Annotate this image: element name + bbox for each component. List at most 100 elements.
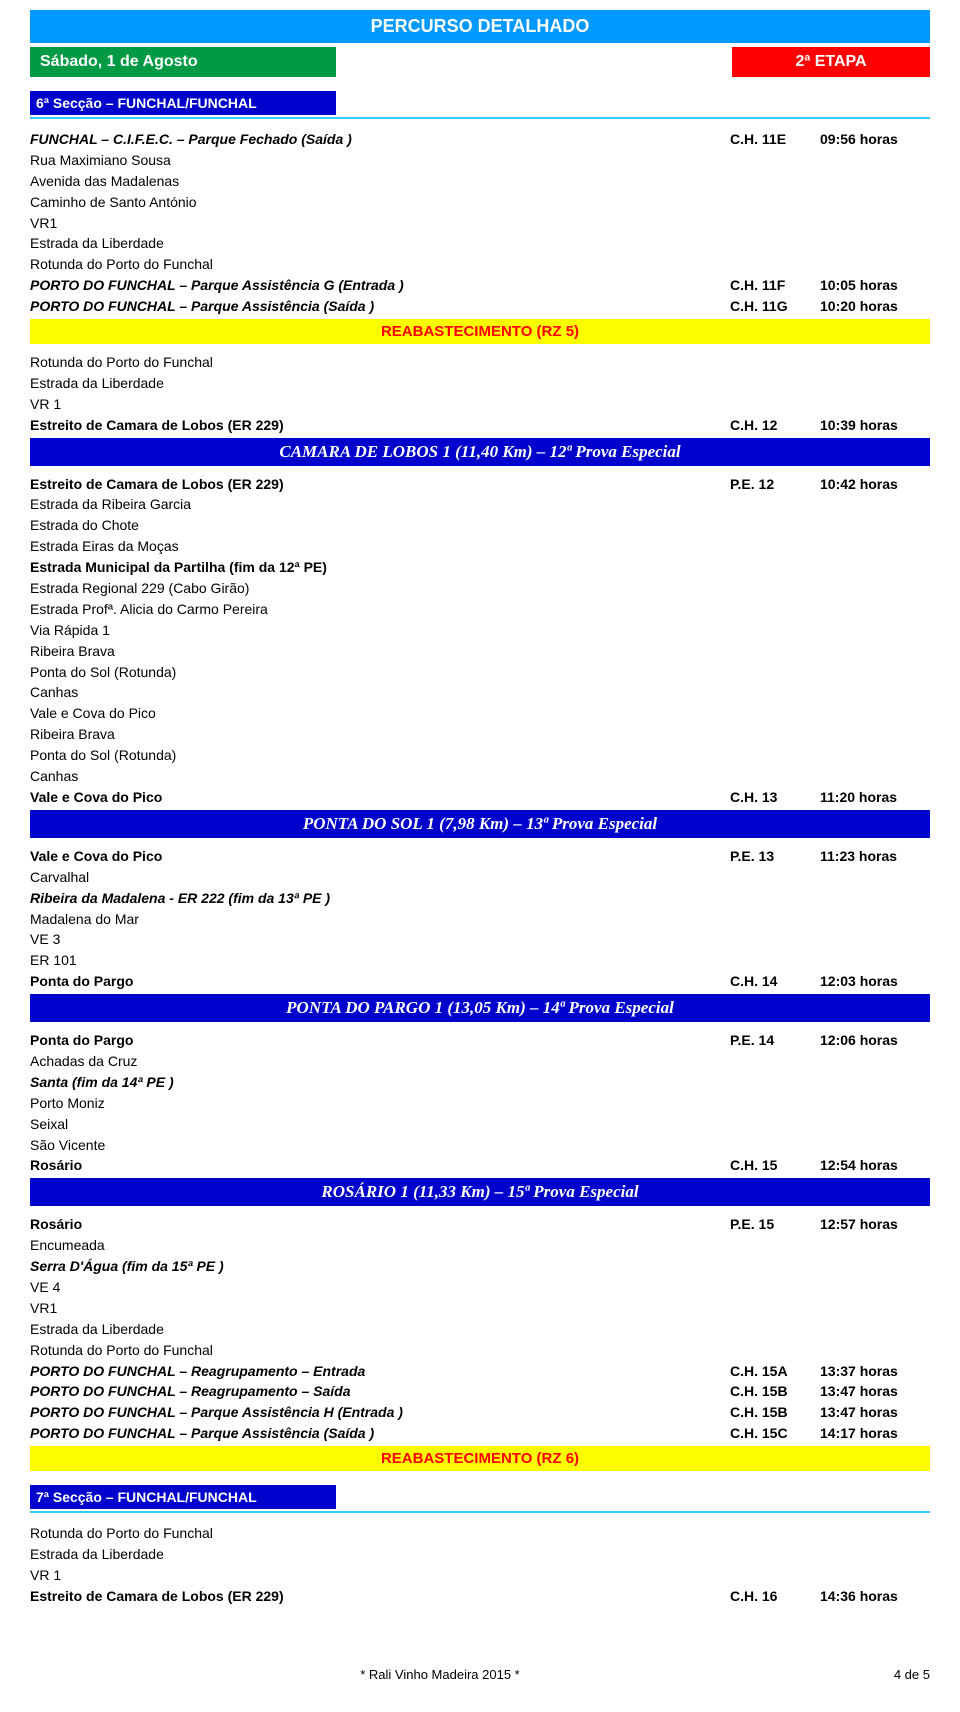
route-text: PORTO DO FUNCHAL – Parque Assistência (S… [30,1424,730,1443]
route-text: Ribeira Brava [30,725,730,744]
route-text: Rotunda do Porto do Funchal [30,1341,730,1360]
stage14-bar: PONTA DO PARGO 1 (13,05 Km) – 14ª Prova … [30,994,930,1022]
route-text: Canhas [30,767,730,786]
table-row: Estrada Regional 229 (Cabo Girão) [30,578,930,599]
table-row: Estreito de Camara de Lobos (ER 229)C.H.… [30,415,930,436]
route-text: Rosário [30,1156,730,1175]
route-text: Estrada da Liberdade [30,374,730,393]
checkpoint-code: C.H. 12 [730,416,820,435]
time-value: 10:05 horas [820,276,930,295]
checkpoint-code: C.H. 15A [730,1362,820,1381]
route-text: Caminho de Santo António [30,193,730,212]
checkpoint-code: P.E. 12 [730,475,820,494]
time-value: 10:20 horas [820,297,930,316]
route-text: Rotunda do Porto do Funchal [30,353,730,372]
page-title: PERCURSO DETALHADO [30,10,930,43]
table-row: Rua Maximiano Sousa [30,150,930,171]
table-row: Rotunda do Porto do Funchal [30,1523,930,1544]
route-text: Estrada da Ribeira Garcia [30,495,730,514]
route-text: PORTO DO FUNCHAL – Parque Assistência H … [30,1403,730,1422]
stage-banner: 2ª ETAPA [732,47,930,77]
table-row: RosárioP.E. 1512:57 horas [30,1214,930,1235]
table-row: Achadas da Cruz [30,1051,930,1072]
route-text: FUNCHAL – C.I.F.E.C. – Parque Fechado (S… [30,130,730,149]
route-text: Vale e Cova do Pico [30,788,730,807]
route-text: Estrada Municipal da Partilha (fim da 12… [30,558,730,577]
table-row: Estreito de Camara de Lobos (ER 229)P.E.… [30,474,930,495]
route-text: Estrada da Liberdade [30,1320,730,1339]
section6-block-f: RosárioP.E. 1512:57 horasEncumeadaSerra … [30,1214,930,1444]
table-row: RosárioC.H. 1512:54 horas [30,1155,930,1176]
table-row: Estrada Municipal da Partilha (fim da 12… [30,557,930,578]
table-row: VR1 [30,213,930,234]
route-text: Canhas [30,683,730,702]
table-row: Carvalhal [30,867,930,888]
checkpoint-code: P.E. 14 [730,1031,820,1050]
table-row: Vale e Cova do Pico [30,703,930,724]
route-text: Rotunda do Porto do Funchal [30,255,730,274]
table-row: Estrada Eiras da Moças [30,536,930,557]
route-text: Rua Maximiano Sousa [30,151,730,170]
table-row: Ribeira da Madalena - ER 222 (fim da 13ª… [30,888,930,909]
section7-title: 7ª Secção – FUNCHAL/FUNCHAL [30,1485,336,1509]
route-text: Estreito de Camara de Lobos (ER 229) [30,1587,730,1606]
table-row: PORTO DO FUNCHAL – Parque Assistência G … [30,275,930,296]
route-text: Rotunda do Porto do Funchal [30,1524,730,1543]
checkpoint-code: C.H. 15B [730,1403,820,1422]
route-text: Encumeada [30,1236,730,1255]
route-text: Avenida das Madalenas [30,172,730,191]
table-row: PORTO DO FUNCHAL – Parque Assistência (S… [30,1423,930,1444]
route-text: Porto Moniz [30,1094,730,1113]
checkpoint-code: C.H. 11F [730,276,820,295]
table-row: ER 101 [30,950,930,971]
table-row: Serra D'Água (fim da 15ª PE ) [30,1256,930,1277]
table-row: Rotunda do Porto do Funchal [30,254,930,275]
table-row: Via Rápida 1 [30,620,930,641]
table-row: Rotunda do Porto do Funchal [30,352,930,373]
table-row: Estrada da Liberdade [30,233,930,254]
time-value: 10:42 horas [820,475,930,494]
route-text: Ribeira Brava [30,642,730,661]
table-row: Ponta do PargoP.E. 1412:06 horas [30,1030,930,1051]
table-row: VR 1 [30,1565,930,1586]
footer-text: * Rali Vinho Madeira 2015 * [30,1667,850,1682]
route-text: PORTO DO FUNCHAL – Reagrupamento – Saída [30,1382,730,1401]
table-row: Vale e Cova do PicoP.E. 1311:23 horas [30,846,930,867]
checkpoint-code: C.H. 16 [730,1587,820,1606]
route-text: Seixal [30,1115,730,1134]
time-value: 13:47 horas [820,1382,930,1401]
stage13-bar: PONTA DO SOL 1 (7,98 Km) – 13ª Prova Esp… [30,810,930,838]
checkpoint-code: C.H. 11E [730,130,820,149]
route-text: Ponta do Sol (Rotunda) [30,746,730,765]
table-row: Ponta do Sol (Rotunda) [30,662,930,683]
route-text: VR1 [30,214,730,233]
route-text: VE 4 [30,1278,730,1297]
route-text: Estreito de Camara de Lobos (ER 229) [30,475,730,494]
table-row: Ribeira Brava [30,641,930,662]
table-row: Canhas [30,682,930,703]
time-value: 12:03 horas [820,972,930,991]
route-text: Rosário [30,1215,730,1234]
table-row: VR1 [30,1298,930,1319]
time-value: 12:06 horas [820,1031,930,1050]
checkpoint-code: C.H. 15B [730,1382,820,1401]
table-row: Estrada Profª. Alicia do Carmo Pereira [30,599,930,620]
route-text: PORTO DO FUNCHAL – Parque Assistência G … [30,276,730,295]
day-banner: Sábado, 1 de Agosto [30,47,336,77]
table-row: PORTO DO FUNCHAL – Reagrupamento – Saída… [30,1381,930,1402]
table-row: FUNCHAL – C.I.F.E.C. – Parque Fechado (S… [30,129,930,150]
table-row: Caminho de Santo António [30,192,930,213]
time-value: 11:20 horas [820,788,930,807]
divider [30,1511,930,1513]
table-row: Seixal [30,1114,930,1135]
banner-spacer [336,47,732,77]
page: PERCURSO DETALHADO Sábado, 1 de Agosto 2… [0,0,960,1712]
route-text: Estrada Eiras da Moças [30,537,730,556]
table-row: Madalena do Mar [30,909,930,930]
rz6-bar: REABASTECIMENTO (RZ 6) [30,1446,930,1471]
table-row: PORTO DO FUNCHAL – Reagrupamento – Entra… [30,1361,930,1382]
table-row: Estreito de Camara de Lobos (ER 229)C.H.… [30,1586,930,1607]
table-row: VE 3 [30,929,930,950]
divider [30,117,930,119]
table-row: PORTO DO FUNCHAL – Parque Assistência H … [30,1402,930,1423]
